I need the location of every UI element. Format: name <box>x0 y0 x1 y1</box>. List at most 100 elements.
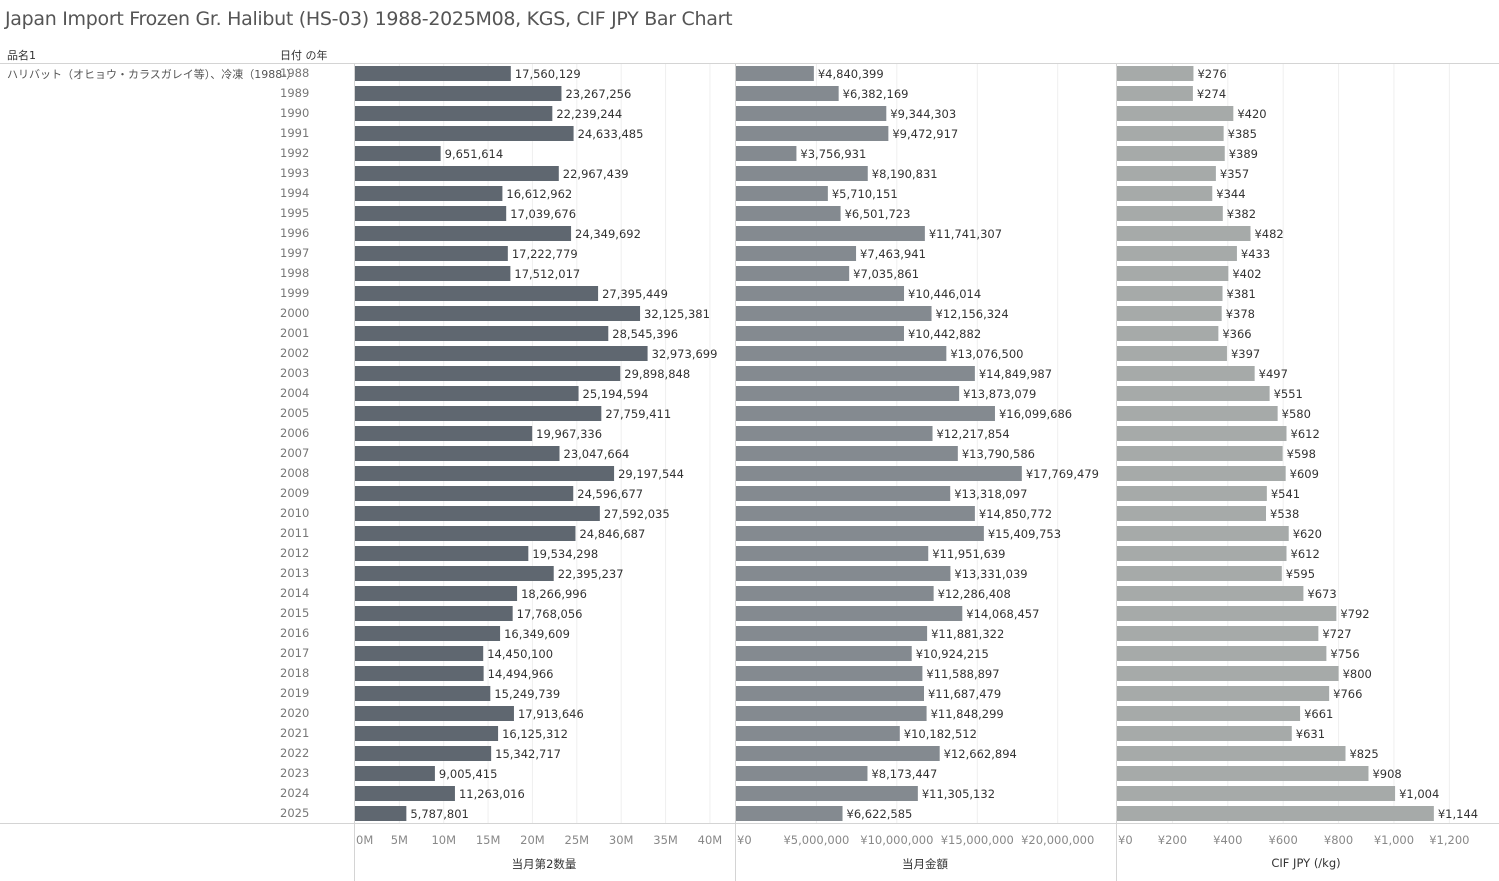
bar-value[interactable] <box>736 446 958 461</box>
bar-quantity[interactable] <box>355 386 579 401</box>
bar-value[interactable] <box>736 66 814 81</box>
bar-quantity[interactable] <box>355 406 602 421</box>
bar-quantity[interactable] <box>355 186 503 201</box>
bar-quantity[interactable] <box>355 646 484 661</box>
bar-value[interactable] <box>736 166 868 181</box>
bar-quantity[interactable] <box>355 526 576 541</box>
bar-quantity[interactable] <box>355 86 562 101</box>
bar-price[interactable] <box>1117 146 1225 161</box>
bar-value[interactable] <box>736 426 933 441</box>
bar-value[interactable] <box>736 526 984 541</box>
bar-quantity[interactable] <box>355 66 511 81</box>
bar-quantity[interactable] <box>355 506 600 521</box>
bar-value[interactable] <box>736 686 924 701</box>
bar-quantity[interactable] <box>355 346 648 361</box>
bar-value[interactable] <box>736 806 843 821</box>
bar-value[interactable] <box>736 226 925 241</box>
bar-price[interactable] <box>1117 686 1330 701</box>
bar-price[interactable] <box>1117 506 1267 521</box>
bar-value[interactable] <box>736 726 900 741</box>
bar-value[interactable] <box>736 566 951 581</box>
bar-price[interactable] <box>1117 186 1213 201</box>
bar-price[interactable] <box>1117 206 1223 221</box>
bar-price[interactable] <box>1117 86 1193 101</box>
bar-value[interactable] <box>736 706 927 721</box>
bar-price[interactable] <box>1117 666 1339 681</box>
bar-quantity[interactable] <box>355 126 574 141</box>
bar-value[interactable] <box>736 506 975 521</box>
bar-price[interactable] <box>1117 326 1219 341</box>
bar-quantity[interactable] <box>355 746 492 761</box>
bar-price[interactable] <box>1117 746 1346 761</box>
bar-price[interactable] <box>1117 106 1234 121</box>
bar-price[interactable] <box>1117 806 1434 821</box>
bar-price[interactable] <box>1117 406 1278 421</box>
bar-quantity[interactable] <box>355 246 508 261</box>
bar-price[interactable] <box>1117 726 1292 741</box>
bar-quantity[interactable] <box>355 226 572 241</box>
bar-value[interactable] <box>736 546 929 561</box>
bar-price[interactable] <box>1117 706 1301 721</box>
bar-quantity[interactable] <box>355 446 560 461</box>
bar-quantity[interactable] <box>355 766 435 781</box>
bar-quantity[interactable] <box>355 566 554 581</box>
bar-quantity[interactable] <box>355 686 491 701</box>
bar-value[interactable] <box>736 186 828 201</box>
bar-price[interactable] <box>1117 486 1267 501</box>
bar-quantity[interactable] <box>355 806 407 821</box>
bar-quantity[interactable] <box>355 166 559 181</box>
bar-value[interactable] <box>736 146 797 161</box>
bar-value[interactable] <box>736 626 928 641</box>
bar-value[interactable] <box>736 646 912 661</box>
bar-value[interactable] <box>736 306 932 321</box>
bar-quantity[interactable] <box>355 326 609 341</box>
bar-price[interactable] <box>1117 66 1194 81</box>
bar-quantity[interactable] <box>355 786 455 801</box>
bar-price[interactable] <box>1117 606 1337 621</box>
bar-quantity[interactable] <box>355 606 513 621</box>
bar-value[interactable] <box>736 586 934 601</box>
bar-price[interactable] <box>1117 526 1289 541</box>
bar-quantity[interactable] <box>355 626 501 641</box>
bar-value[interactable] <box>736 286 905 301</box>
bar-price[interactable] <box>1117 466 1286 481</box>
bar-quantity[interactable] <box>355 286 599 301</box>
bar-value[interactable] <box>736 386 960 401</box>
bar-quantity[interactable] <box>355 106 553 121</box>
bar-price[interactable] <box>1117 246 1237 261</box>
bar-quantity[interactable] <box>355 726 499 741</box>
bar-price[interactable] <box>1117 126 1224 141</box>
bar-price[interactable] <box>1117 646 1327 661</box>
bar-price[interactable] <box>1117 386 1270 401</box>
bar-quantity[interactable] <box>355 546 529 561</box>
bar-value[interactable] <box>736 86 839 101</box>
bar-quantity[interactable] <box>355 426 533 441</box>
bar-quantity[interactable] <box>355 706 514 721</box>
bar-price[interactable] <box>1117 586 1304 601</box>
bar-quantity[interactable] <box>355 586 518 601</box>
bar-price[interactable] <box>1117 566 1282 581</box>
bar-quantity[interactable] <box>355 266 511 281</box>
bar-value[interactable] <box>736 206 841 221</box>
bar-price[interactable] <box>1117 166 1216 181</box>
bar-price[interactable] <box>1117 446 1283 461</box>
bar-price[interactable] <box>1117 546 1287 561</box>
bar-value[interactable] <box>736 266 850 281</box>
bar-value[interactable] <box>736 666 923 681</box>
bar-quantity[interactable] <box>355 306 641 321</box>
bar-value[interactable] <box>736 246 857 261</box>
bar-quantity[interactable] <box>355 666 484 681</box>
bar-value[interactable] <box>736 366 975 381</box>
bar-price[interactable] <box>1117 306 1222 321</box>
bar-price[interactable] <box>1117 346 1227 361</box>
bar-value[interactable] <box>736 126 889 141</box>
bar-value[interactable] <box>736 486 951 501</box>
bar-value[interactable] <box>736 746 940 761</box>
bar-price[interactable] <box>1117 286 1223 301</box>
bar-value[interactable] <box>736 326 904 341</box>
bar-price[interactable] <box>1117 626 1319 641</box>
bar-value[interactable] <box>736 406 995 421</box>
bar-value[interactable] <box>736 606 963 621</box>
bar-quantity[interactable] <box>355 146 441 161</box>
bar-value[interactable] <box>736 786 918 801</box>
